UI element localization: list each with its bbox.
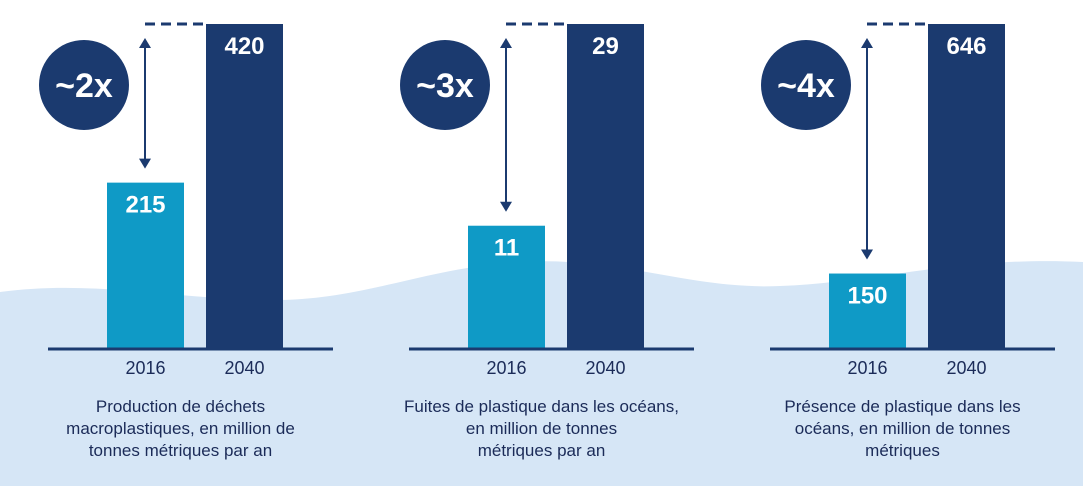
bar-chart-1: 215 420 ~2x 2016 2040 — [39, 22, 333, 378]
value-label-2016: 11 — [494, 235, 519, 262]
bar-2016 — [468, 225, 545, 349]
x-tick-label-2016: 2016 — [847, 358, 887, 378]
caption-line-2: océans, en million de tonnes — [794, 419, 1011, 438]
chart-caption: Production de déchets macroplastiques, en… — [0, 396, 361, 462]
x-tick-label-2016: 2016 — [125, 358, 165, 378]
ratio-label: ~4x — [777, 67, 835, 105]
arrow-head-down — [861, 249, 873, 260]
value-label-2016: 215 — [125, 192, 165, 219]
bar-2040 — [206, 24, 283, 349]
value-label-2040: 29 — [592, 33, 619, 60]
arrow-head-up — [139, 38, 151, 48]
bar-2040 — [567, 24, 644, 349]
chart-panel-3: 150 646 ~4x 2016 2040 Présence de plastique d… — [722, 0, 1083, 486]
chart-panel-2: 11 29 ~3x 2016 2040 Fuites de plastique dans … — [361, 0, 722, 486]
caption-line-1: Production de déchets — [95, 397, 266, 416]
value-label-2040: 646 — [946, 33, 986, 60]
ratio-label: ~3x — [416, 67, 474, 105]
bar-2016 — [107, 182, 184, 349]
x-tick-label-2040: 2040 — [224, 358, 264, 378]
ratio-badge — [400, 40, 490, 130]
chart-panel-1: 215 420 ~2x 2016 2040 Production de déchets ma… — [0, 0, 361, 486]
ratio-label: ~2x — [55, 67, 113, 105]
ratio-badge — [39, 40, 129, 130]
caption-line-1: Fuites de plastique dans les océans, — [403, 397, 679, 416]
caption-line-3: métriques — [865, 441, 940, 460]
bar-chart-3: 150 646 ~4x 2016 2040 — [761, 22, 1055, 378]
arrow-head-up — [861, 38, 873, 48]
chart-caption: Fuites de plastique dans les océans, en m… — [361, 396, 722, 462]
arrow-head-down — [500, 201, 512, 212]
value-label-2040: 420 — [224, 33, 264, 60]
ratio-badge — [761, 40, 851, 130]
arrow-head-down — [139, 158, 151, 169]
caption-line-3: métriques par an — [477, 441, 606, 460]
chart-caption: Présence de plastique dans les océans, en… — [722, 396, 1083, 462]
bar-chart-2: 11 29 ~3x 2016 2040 — [400, 22, 694, 378]
arrow-head-up — [500, 38, 512, 48]
caption-line-3: tonnes métriques par an — [88, 441, 273, 460]
x-tick-label-2016: 2016 — [486, 358, 526, 378]
x-tick-label-2040: 2040 — [946, 358, 986, 378]
bar-2040 — [928, 24, 1005, 349]
caption-line-1: Présence de plastique dans les — [784, 397, 1021, 416]
caption-line-2: macroplastiques, en million de — [66, 419, 295, 438]
x-tick-label-2040: 2040 — [585, 358, 625, 378]
value-label-2016: 150 — [847, 283, 887, 310]
bar-2016 — [829, 273, 906, 349]
caption-line-2: en million de tonnes — [465, 419, 618, 438]
